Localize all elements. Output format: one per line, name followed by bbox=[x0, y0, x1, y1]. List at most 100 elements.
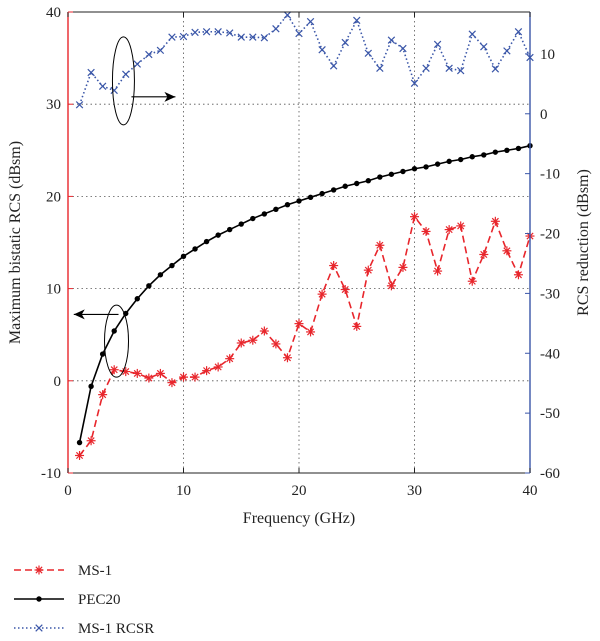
marker-cross-stroke bbox=[468, 30, 476, 38]
marker-dot bbox=[411, 166, 418, 172]
marker-cross bbox=[364, 49, 373, 58]
marker-dot bbox=[169, 262, 175, 269]
y-left-tick-label: 20 bbox=[46, 189, 61, 205]
y-left-tick-label: -10 bbox=[41, 466, 61, 482]
marker-cross bbox=[283, 11, 292, 19]
marker-asterisk-stroke bbox=[445, 226, 453, 234]
annotation-left bbox=[73, 304, 130, 378]
marker-dot bbox=[111, 328, 117, 334]
marker-cross bbox=[318, 45, 326, 54]
marker-asterisk bbox=[34, 565, 44, 575]
marker-dot bbox=[146, 283, 152, 289]
y-left-tick-label: 40 bbox=[46, 5, 61, 21]
x-tick-label: 10 bbox=[176, 483, 191, 499]
marker-cross-stroke bbox=[503, 47, 511, 55]
marker-dot bbox=[515, 145, 522, 152]
marker-asterisk bbox=[410, 212, 419, 222]
marker-cross-stroke bbox=[98, 82, 107, 90]
marker-dot bbox=[330, 187, 337, 193]
marker-cross bbox=[214, 28, 222, 36]
grid bbox=[68, 12, 530, 473]
marker-asterisk-stroke bbox=[283, 354, 292, 362]
x-tick-label: 30 bbox=[407, 483, 422, 499]
marker-dot bbox=[481, 152, 487, 158]
marker-asterisk-stroke bbox=[491, 217, 499, 225]
marker-asterisk-stroke bbox=[422, 227, 430, 236]
marker-asterisk bbox=[236, 338, 246, 348]
series-pec20 bbox=[76, 142, 533, 446]
marker-cross-stroke bbox=[110, 86, 118, 95]
marker-cross bbox=[133, 60, 142, 68]
marker-cross bbox=[456, 66, 465, 75]
marker-cross-stroke bbox=[225, 29, 234, 37]
marker-cross bbox=[410, 79, 419, 87]
marker-cross-stroke bbox=[480, 43, 488, 51]
y-right-tick-label: -40 bbox=[540, 346, 560, 362]
marker-cross bbox=[514, 28, 523, 36]
marker-asterisk bbox=[190, 372, 200, 382]
marker-cross-stroke bbox=[179, 32, 188, 41]
marker-asterisk bbox=[502, 246, 512, 256]
marker-asterisk-stroke bbox=[260, 327, 268, 335]
marker-dot bbox=[134, 296, 140, 302]
marker-asterisk-stroke bbox=[410, 213, 419, 221]
marker-asterisk bbox=[282, 353, 292, 363]
marker-cross bbox=[376, 64, 384, 73]
marker-cross-stroke bbox=[318, 45, 326, 54]
marker-asterisk bbox=[433, 266, 443, 276]
marker-asterisk-stroke bbox=[168, 379, 176, 387]
legend-label: MS-1 bbox=[78, 563, 112, 579]
marker-cross-stroke bbox=[145, 50, 153, 59]
marker-asterisk-stroke bbox=[226, 355, 234, 363]
marker-cross bbox=[249, 33, 257, 41]
marker-dot bbox=[365, 178, 371, 184]
marker-dot bbox=[423, 164, 429, 170]
marker-asterisk bbox=[202, 366, 212, 376]
marker-dot bbox=[296, 198, 302, 204]
marker-asterisk-stroke bbox=[214, 363, 222, 371]
marker-dot bbox=[180, 253, 187, 260]
marker-cross-stroke bbox=[456, 66, 465, 75]
marker-dot bbox=[273, 206, 279, 213]
marker-asterisk-stroke bbox=[376, 241, 384, 249]
marker-cross bbox=[87, 68, 95, 77]
marker-cross-stroke bbox=[214, 28, 222, 36]
marker-cross-stroke bbox=[364, 49, 373, 58]
marker-cross bbox=[156, 46, 165, 55]
marker-dot bbox=[215, 232, 221, 238]
marker-asterisk-stroke bbox=[133, 369, 141, 377]
marker-asterisk bbox=[306, 327, 316, 337]
marker-asterisk bbox=[317, 289, 327, 299]
marker-asterisk bbox=[86, 436, 96, 446]
marker-cross bbox=[35, 624, 43, 632]
legend-label: PEC20 bbox=[78, 592, 121, 608]
marker-asterisk bbox=[456, 221, 466, 231]
marker-asterisk-stroke bbox=[330, 261, 338, 270]
marker-dot bbox=[238, 221, 244, 227]
marker-asterisk bbox=[329, 261, 339, 271]
marker-asterisk bbox=[98, 390, 108, 400]
series-ms-1-rcsr bbox=[75, 11, 534, 109]
marker-dot bbox=[400, 168, 406, 175]
marker-asterisk-stroke bbox=[457, 222, 465, 230]
marker-dot bbox=[284, 201, 291, 208]
marker-cross-stroke bbox=[387, 36, 396, 44]
legend-entry-pec20: PEC20 bbox=[14, 592, 121, 608]
marker-asterisk-stroke bbox=[179, 373, 188, 381]
marker-asterisk-stroke bbox=[295, 320, 303, 328]
marker-dot bbox=[203, 238, 210, 245]
marker-dot bbox=[192, 246, 198, 252]
marker-asterisk-stroke bbox=[145, 374, 153, 382]
marker-cross bbox=[341, 38, 349, 47]
marker-dot bbox=[504, 147, 510, 153]
marker-cross-stroke bbox=[249, 33, 257, 41]
x-tick-label: 40 bbox=[523, 483, 538, 499]
marker-cross bbox=[122, 70, 130, 78]
marker-dot bbox=[354, 180, 360, 187]
marker-asterisk bbox=[294, 319, 304, 329]
marker-asterisk-stroke bbox=[191, 373, 199, 381]
marker-asterisk-stroke bbox=[364, 266, 372, 274]
marker-cross bbox=[445, 64, 453, 73]
marker-asterisk bbox=[398, 262, 408, 272]
